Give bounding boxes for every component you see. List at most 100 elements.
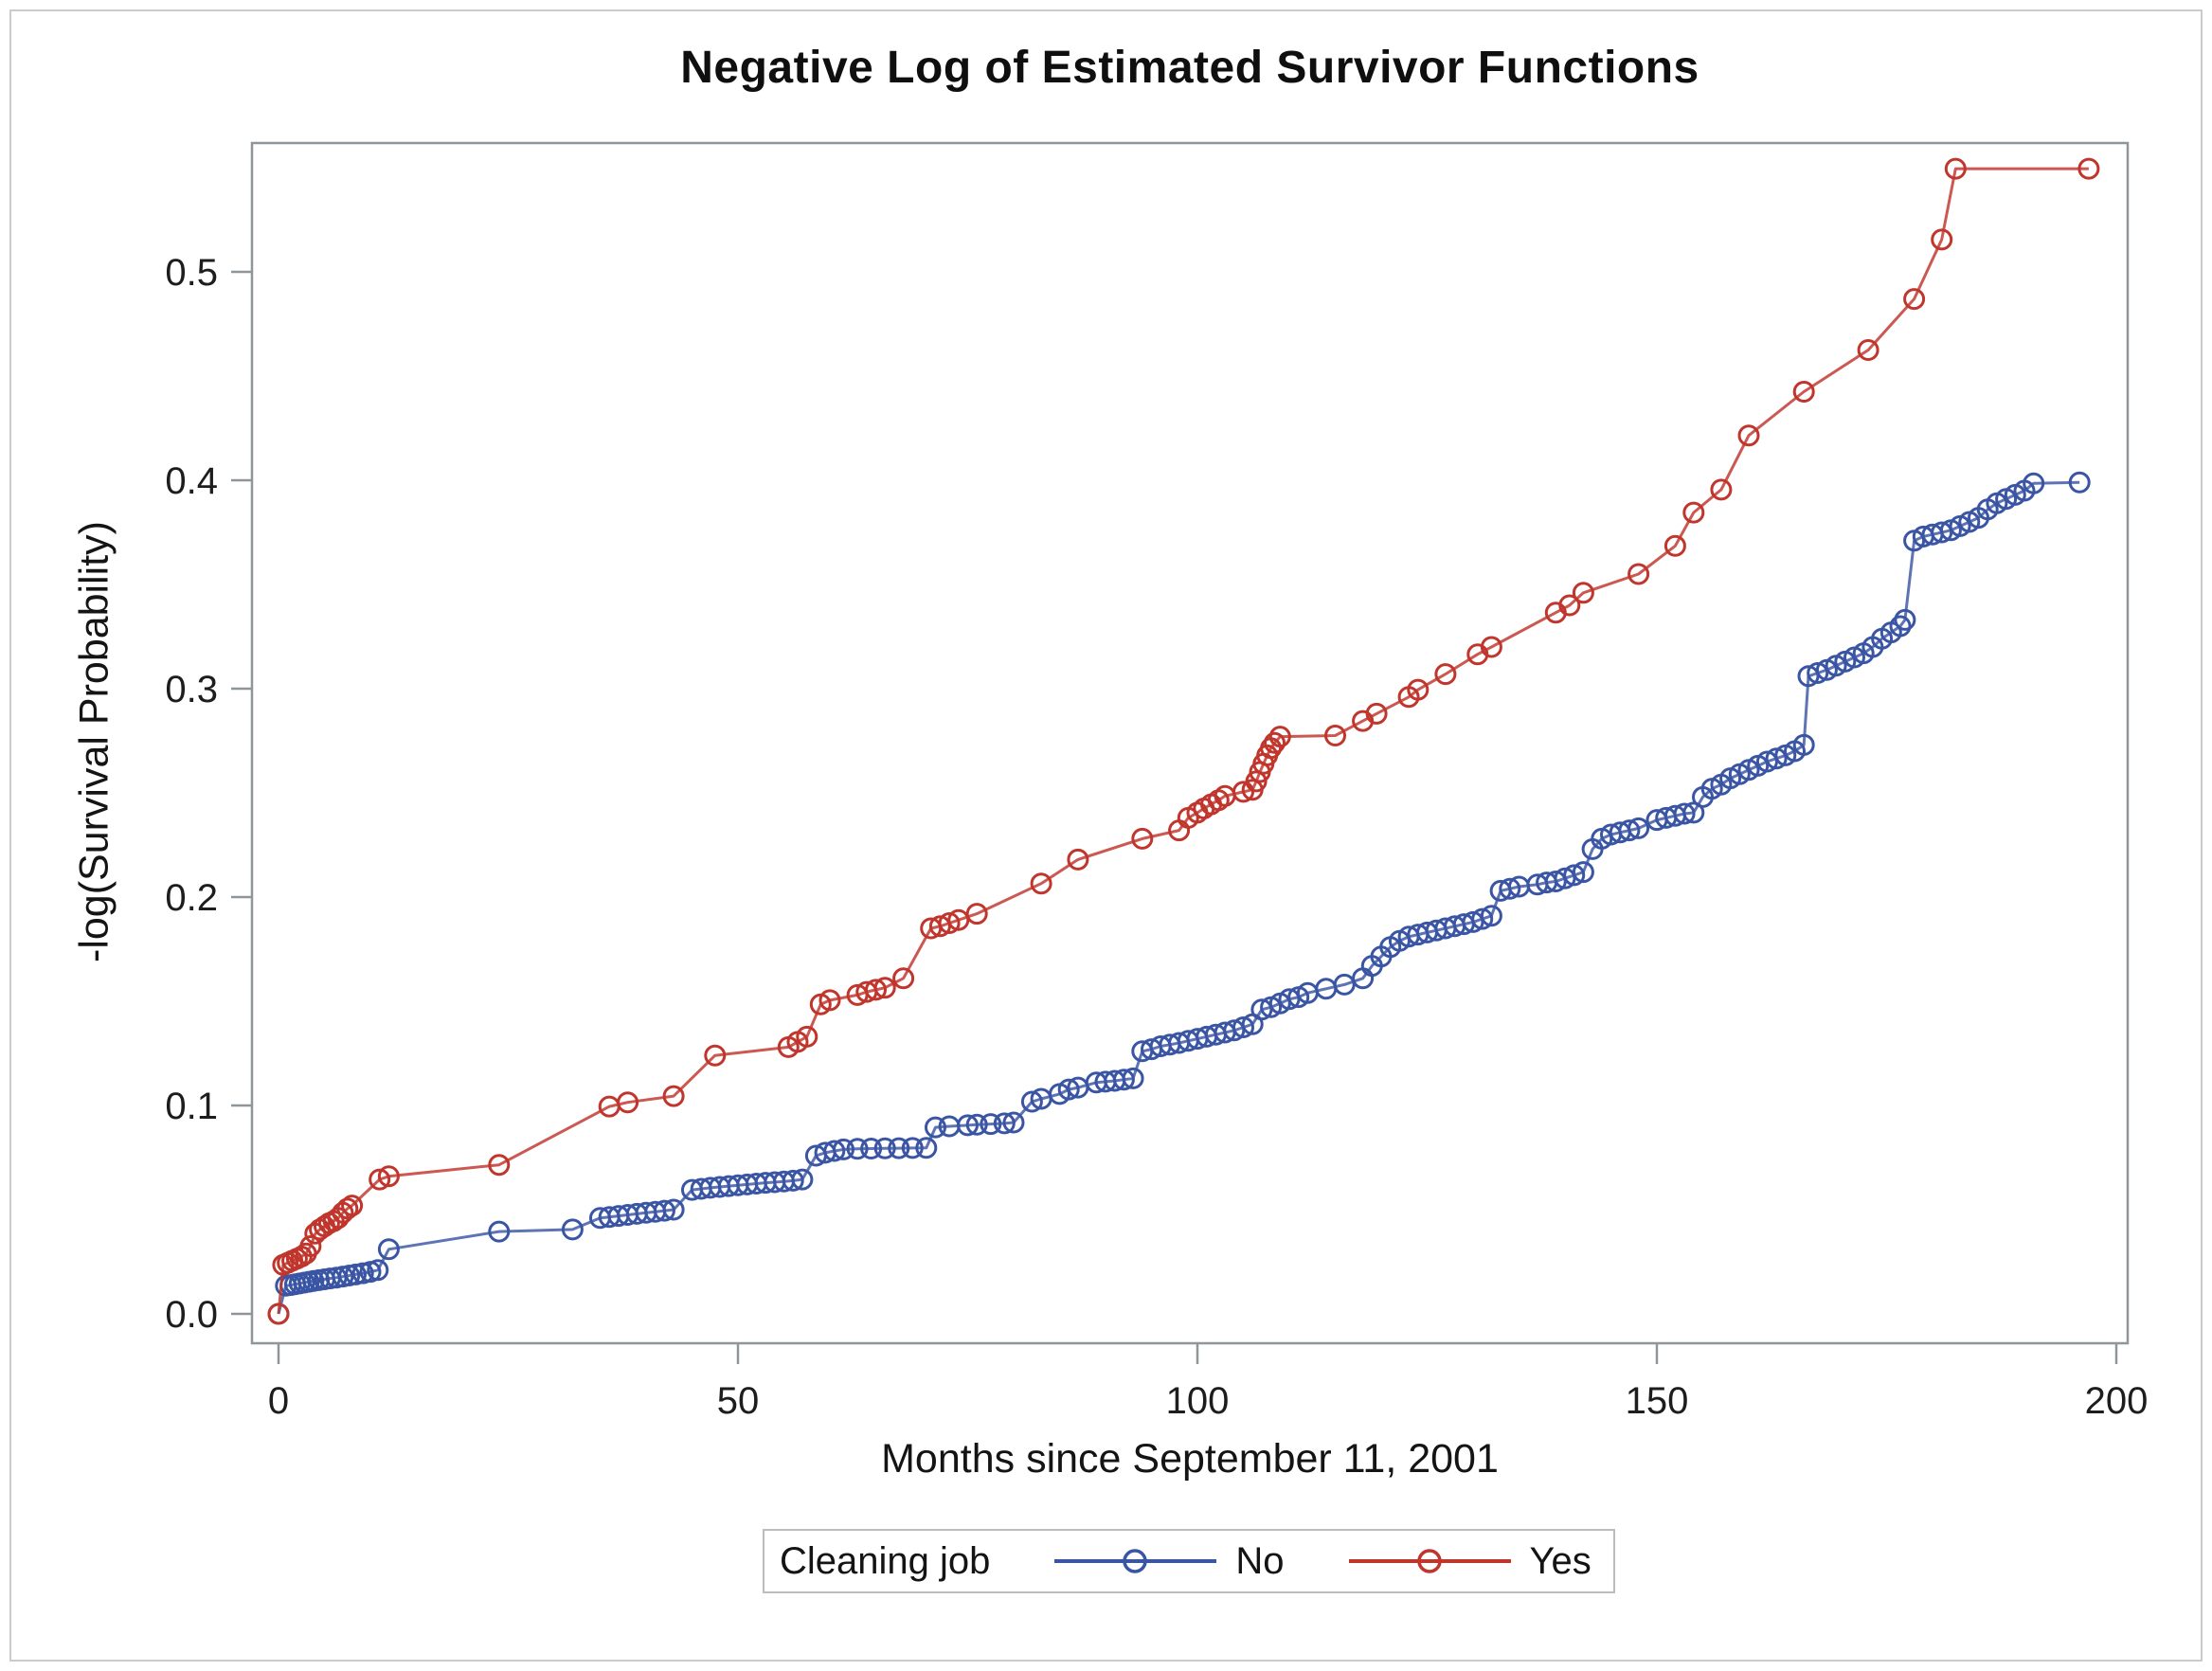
y-axis-tick-label: 0.5 [165, 252, 218, 294]
data-point-no [993, 1112, 1016, 1135]
data-point-yes [2077, 157, 2100, 180]
page-border [9, 9, 2203, 1662]
data-point-yes [1572, 582, 1594, 604]
data-point-yes [299, 1235, 322, 1257]
legend-box: Cleaning job No Yes [763, 1529, 1615, 1593]
data-point-yes [1232, 781, 1254, 803]
data-point-yes [1628, 563, 1650, 585]
data-point-no [791, 1168, 814, 1191]
y-axis-tick-label: 0.0 [165, 1294, 218, 1336]
data-point-no [1765, 747, 1788, 770]
x-axis-tick-label: 150 [1626, 1380, 1689, 1422]
data-point-yes [938, 912, 961, 934]
data-point-no [345, 1263, 367, 1285]
data-point-no [1628, 817, 1650, 839]
x-axis-tick-label: 0 [268, 1380, 289, 1422]
data-point-yes [704, 1044, 727, 1067]
data-point-yes [1682, 501, 1705, 524]
y-axis-tick-label: 0.3 [165, 669, 218, 710]
data-point-yes [865, 979, 887, 1001]
data-point-no [1807, 662, 1829, 684]
data-point-yes [873, 977, 896, 999]
data-point-yes [1067, 848, 1089, 871]
data-point-yes [1792, 381, 1815, 403]
data-point-yes [1365, 702, 1388, 725]
y-axis-tick-label: 0.2 [165, 877, 218, 919]
data-point-yes [1264, 731, 1286, 754]
data-point-no [888, 1137, 910, 1159]
chart-title: Negative Log of Estimated Survivor Funct… [680, 43, 1699, 93]
legend-line-marker-icon [1054, 1549, 1217, 1573]
data-point-no [488, 1220, 511, 1243]
data-point-yes [1857, 339, 1879, 361]
data-point-no [2023, 472, 2045, 494]
data-point-no [1894, 608, 1916, 631]
legend-line-marker-icon [1348, 1549, 1511, 1573]
series-line-no [277, 480, 2080, 1315]
x-axis-tick-label: 50 [717, 1380, 760, 1422]
data-point-yes [1558, 594, 1581, 617]
data-point-no [1020, 1090, 1043, 1113]
data-point-no [782, 1169, 804, 1192]
data-point-yes [965, 903, 988, 925]
data-point-no [1673, 802, 1696, 825]
data-point-no [860, 1138, 883, 1159]
data-point-no [1499, 877, 1521, 900]
data-point-yes [1324, 725, 1346, 746]
data-point-yes [1434, 663, 1457, 686]
data-point-yes [1903, 288, 1926, 311]
y-axis-tick-label: 0.4 [165, 460, 218, 502]
data-point-yes [1480, 636, 1502, 658]
legend-label-no: No [1235, 1539, 1285, 1582]
data-point-no [901, 1137, 924, 1159]
data-point-yes [1710, 478, 1733, 501]
data-point-no [957, 1114, 979, 1137]
data-point-no [1232, 1016, 1254, 1038]
data-point-no [1122, 1067, 1144, 1089]
x-axis-tick-label: 200 [2085, 1380, 2149, 1422]
data-point-yes [1407, 678, 1430, 701]
data-point-no [833, 1138, 854, 1160]
data-point-no [1057, 1078, 1080, 1101]
data-point-yes [796, 1025, 818, 1048]
data-point-no [377, 1238, 400, 1261]
data-point-no [846, 1138, 869, 1160]
data-point-no [1889, 615, 1912, 638]
series-line-yes [277, 167, 2089, 1315]
data-point-no [823, 1140, 846, 1162]
data-point-yes [1737, 424, 1760, 447]
data-point-no [351, 1262, 374, 1285]
data-point-no [980, 1113, 1002, 1136]
data-point-yes [1944, 157, 1967, 180]
data-point-yes [488, 1154, 511, 1177]
data-point-no [1002, 1111, 1025, 1134]
data-point-yes [1030, 872, 1052, 895]
data-point-no [915, 1137, 938, 1159]
legend-item-no: No [990, 1539, 1285, 1583]
data-point-no [1618, 819, 1641, 842]
data-point-yes [1931, 228, 1953, 251]
data-point-no [367, 1259, 389, 1282]
data-point-no [1572, 861, 1594, 884]
data-point-yes [818, 989, 841, 1012]
x-axis-title: Months since September 11, 2001 [881, 1436, 1499, 1482]
data-point-no [1112, 1069, 1135, 1091]
data-point-yes [341, 1195, 364, 1217]
legend-item-yes: Yes [1285, 1540, 1592, 1583]
data-point-yes [336, 1197, 359, 1220]
y-axis-tick-label: 0.1 [165, 1086, 218, 1127]
data-point-no [1682, 801, 1705, 824]
data-point-no [561, 1218, 584, 1241]
x-axis-tick-label: 100 [1166, 1380, 1230, 1422]
data-point-no [1792, 733, 1815, 756]
data-point-yes [1245, 770, 1268, 793]
data-point-no [1563, 864, 1586, 887]
data-point-yes [369, 1168, 391, 1191]
data-point-no [2068, 471, 2091, 494]
y-axis-title: -log(Survival Probability) [71, 521, 117, 962]
legend-title: Cleaning job [780, 1539, 991, 1582]
data-point-no [662, 1198, 685, 1221]
legend-label-yes: Yes [1529, 1539, 1592, 1582]
data-point-yes [1663, 534, 1686, 557]
